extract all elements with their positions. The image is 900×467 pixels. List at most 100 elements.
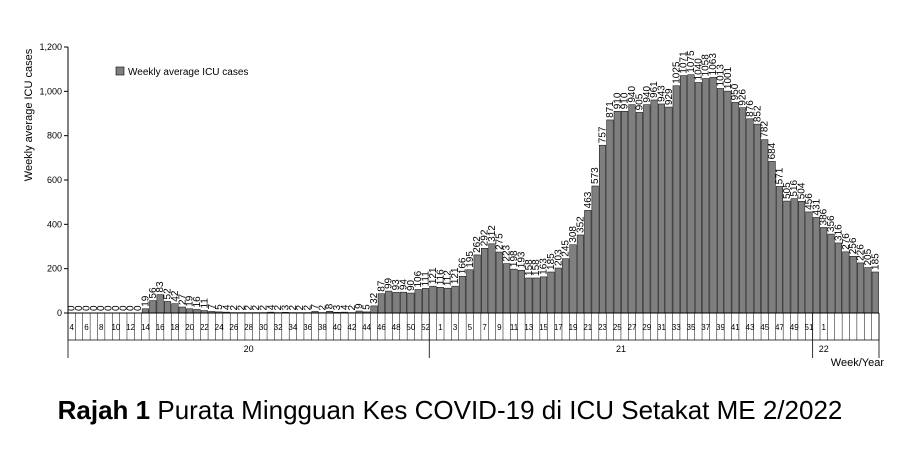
bar [680,75,688,314]
data-label: 83 [155,281,166,293]
bar [643,104,651,314]
data-label: 910 [620,92,631,109]
data-label: 106 [413,270,424,287]
x-tick-label: 4 [69,323,74,332]
data-label: 245 [561,240,572,257]
x-axis-label: Week/Year [831,357,885,369]
bar [422,288,430,314]
data-label: 1071 [679,51,690,74]
bars-group [141,74,879,314]
x-tick-label: 1 [438,323,443,332]
data-label: 292 [480,229,491,246]
x-tick-label: 17 [554,323,563,332]
bar [672,85,680,314]
bar [650,99,658,314]
x-tick-label: 22 [200,323,209,332]
data-label: 42 [170,290,181,302]
data-label: 8 [325,303,336,309]
data-label: 111 [421,271,432,287]
data-label: 226 [856,244,867,261]
data-label: 504 [797,182,808,199]
data-label: 5 [362,304,373,310]
data-label: 1001 [723,66,734,89]
bar [731,102,739,314]
x-tick-label: 16 [156,323,165,332]
data-label: 386 [819,208,830,225]
x-tick-label: 23 [598,323,607,332]
bar [532,277,540,314]
x-tick-label: 46 [377,323,386,332]
x-tick-label: 37 [701,323,710,332]
data-label: 876 [745,100,756,117]
data-label: 93 [391,279,402,291]
bar [178,306,186,314]
x-tick-label: 33 [672,323,681,332]
data-label: 961 [649,81,660,98]
x-tick-label: 5 [468,323,473,332]
x-tick-label: 27 [628,323,637,332]
caption-figure-number: Rajah 1 [57,395,151,425]
legend: Weekly average ICU cases [115,66,248,78]
data-label: 516 [789,179,800,196]
y-tick-label: 200 [47,264,62,274]
data-label: 757 [598,126,609,143]
bar [790,198,798,314]
bar [687,74,695,314]
data-label: 32 [369,292,380,304]
data-label: 0 [81,305,92,311]
data-label: 312 [487,225,498,242]
data-label: 99 [384,277,395,289]
data-label: 158 [531,259,542,276]
data-label: 3 [281,304,292,310]
data-label: 852 [752,105,763,122]
x-tick-label: 26 [229,323,238,332]
data-label: 27 [177,293,188,305]
data-label: 52 [163,288,174,300]
x-tick-label: 47 [775,323,784,332]
bar [540,276,548,314]
bar [812,217,820,314]
data-label: 94 [398,279,409,291]
x-tick-label: 6 [84,323,89,332]
data-label: 356 [826,215,837,232]
data-label: 5 [214,304,225,310]
year-label: 20 [244,344,254,354]
x-tick-label: 39 [716,323,725,332]
year-label: 22 [819,344,829,354]
bar [724,90,732,314]
data-label: 9 [354,303,365,309]
bar [186,308,194,314]
bar [510,268,518,314]
data-label: 112 [443,270,454,286]
data-label: 19 [185,295,196,307]
x-tick-label: 19 [569,323,578,332]
data-label: 1058 [701,54,712,77]
bar [385,290,393,314]
data-labels-group: 0000000000195683524227191611754222224232… [67,50,882,311]
x-tick-label: 50 [406,323,415,332]
data-label: 3 [332,304,343,310]
bar [193,309,201,314]
data-label: 352 [575,216,586,233]
figure-caption: Rajah 1 Purata Mingguan Kes COVID-19 di … [0,392,900,428]
data-label: 121 [450,267,461,284]
x-tick-label: 43 [746,323,755,332]
data-label: 0 [126,305,137,311]
bar [739,107,747,314]
bar [635,112,643,314]
data-label: 90 [406,279,417,291]
data-label: 166 [457,257,468,274]
data-label: 193 [516,251,527,268]
bar [753,123,761,314]
bar [827,233,835,314]
data-label: 2 [273,305,284,311]
bar [525,277,533,314]
data-label: 463 [583,191,594,208]
bar [554,267,562,314]
x-tick-label: 30 [259,323,268,332]
y-tick-label: 1,000 [39,86,62,96]
data-label: 2 [295,305,306,311]
bar [805,211,813,314]
data-label: 2 [347,305,358,311]
y-axis-label: Weekly average ICU cases [23,48,35,181]
